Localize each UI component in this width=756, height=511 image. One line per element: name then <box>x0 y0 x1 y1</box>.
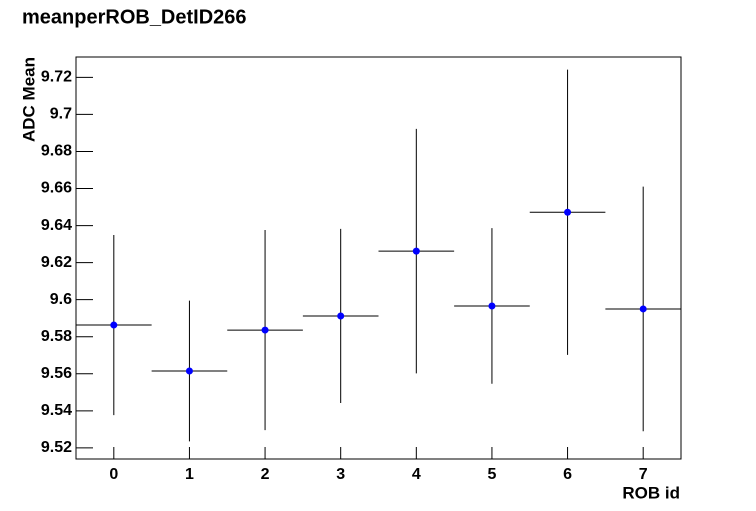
y-tick-label: 9.58 <box>41 328 72 345</box>
y-tick-label: 9.62 <box>41 254 72 271</box>
y-tick-label: 9.7 <box>50 106 72 123</box>
y-tick-label: 9.68 <box>41 143 72 160</box>
y-tick-label: 9.6 <box>50 291 72 308</box>
data-point <box>488 302 496 310</box>
data-point <box>261 326 269 334</box>
chart-title: meanperROB_DetID266 <box>22 6 247 28</box>
data-point <box>110 321 118 329</box>
y-tick-label: 9.64 <box>41 217 72 234</box>
y-tick-label: 9.56 <box>41 365 72 382</box>
data-point <box>639 305 647 313</box>
x-axis-label: ROB id <box>622 483 680 502</box>
x-tick-label: 6 <box>563 466 572 483</box>
y-tick-label: 9.54 <box>41 402 72 419</box>
y-tick-label: 9.52 <box>41 439 72 456</box>
x-tick-label: 5 <box>487 466 496 483</box>
y-axis-label: ADC Mean <box>19 57 38 142</box>
data-point <box>185 367 193 375</box>
y-tick-label: 9.66 <box>41 180 72 197</box>
plot-frame <box>75 56 682 460</box>
data-point <box>412 247 420 255</box>
y-tick-label: 9.72 <box>41 69 72 86</box>
x-tick-label: 4 <box>412 466 421 483</box>
x-tick-label: 3 <box>336 466 345 483</box>
data-point <box>564 208 572 216</box>
x-tick-label: 7 <box>639 466 648 483</box>
x-tick-label: 0 <box>109 466 118 483</box>
x-tick-label: 2 <box>261 466 270 483</box>
data-point <box>337 312 345 320</box>
x-tick-label: 1 <box>185 466 194 483</box>
